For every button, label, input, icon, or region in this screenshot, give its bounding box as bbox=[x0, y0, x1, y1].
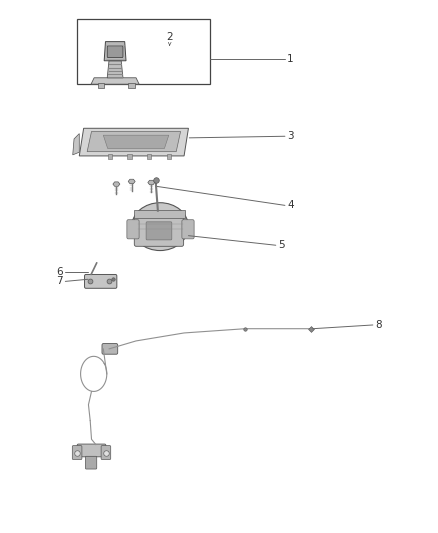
FancyBboxPatch shape bbox=[101, 446, 111, 459]
Text: 5: 5 bbox=[278, 240, 285, 250]
Bar bbox=[169, 221, 177, 243]
Text: 2: 2 bbox=[166, 32, 173, 42]
FancyBboxPatch shape bbox=[85, 456, 97, 469]
Text: 1: 1 bbox=[287, 54, 294, 64]
Bar bbox=[166, 154, 171, 159]
Polygon shape bbox=[148, 180, 155, 185]
Bar bbox=[158, 221, 166, 243]
Text: 6: 6 bbox=[57, 267, 63, 277]
FancyBboxPatch shape bbox=[127, 220, 139, 239]
Polygon shape bbox=[103, 135, 169, 149]
Polygon shape bbox=[113, 182, 120, 187]
Text: 7: 7 bbox=[57, 277, 63, 286]
Polygon shape bbox=[128, 179, 135, 184]
FancyBboxPatch shape bbox=[102, 344, 118, 354]
Bar bbox=[77, 19, 210, 84]
FancyBboxPatch shape bbox=[182, 220, 194, 239]
Bar bbox=[147, 154, 151, 159]
FancyBboxPatch shape bbox=[77, 444, 106, 457]
FancyBboxPatch shape bbox=[134, 215, 184, 246]
Bar bbox=[108, 154, 112, 159]
FancyBboxPatch shape bbox=[107, 46, 123, 58]
Polygon shape bbox=[104, 42, 126, 61]
Bar bbox=[98, 83, 104, 88]
Bar bbox=[127, 154, 132, 159]
Ellipse shape bbox=[132, 203, 188, 251]
Polygon shape bbox=[91, 78, 139, 84]
Text: 3: 3 bbox=[287, 131, 294, 141]
Polygon shape bbox=[87, 132, 180, 152]
FancyBboxPatch shape bbox=[85, 274, 117, 288]
Text: 4: 4 bbox=[287, 200, 294, 211]
Bar bbox=[143, 221, 150, 243]
Bar bbox=[134, 210, 185, 217]
Polygon shape bbox=[73, 134, 79, 155]
Polygon shape bbox=[107, 61, 123, 78]
Polygon shape bbox=[79, 128, 188, 156]
Bar bbox=[128, 83, 135, 88]
FancyBboxPatch shape bbox=[72, 446, 82, 459]
Text: 8: 8 bbox=[375, 320, 381, 330]
FancyBboxPatch shape bbox=[146, 222, 172, 240]
